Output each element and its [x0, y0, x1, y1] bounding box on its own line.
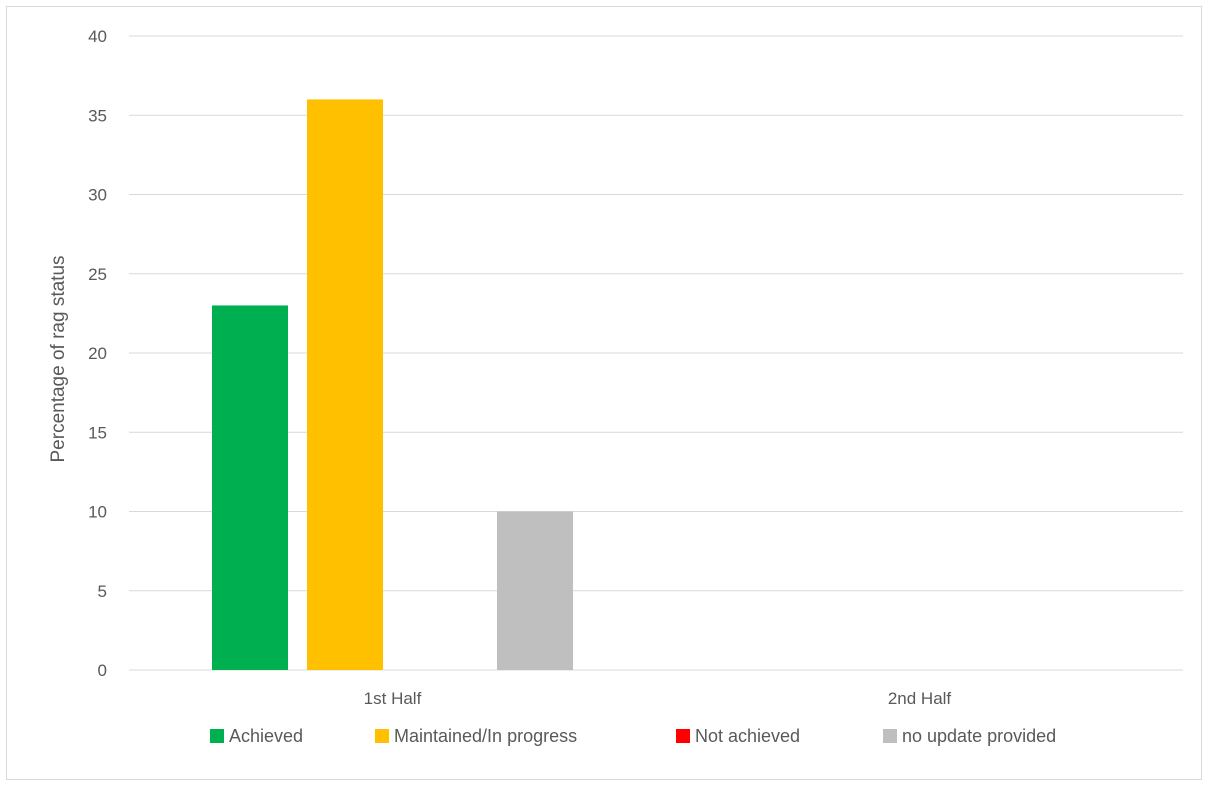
bar [497, 511, 573, 670]
y-tick-label: 35 [88, 106, 107, 125]
bar [212, 305, 288, 670]
bar [307, 99, 383, 670]
y-tick-label: 5 [98, 582, 107, 601]
y-tick-label: 10 [88, 503, 107, 522]
y-tick-label: 40 [88, 27, 107, 46]
y-tick-label: 15 [88, 423, 107, 442]
y-axis-ticks: 0 5 10 15 20 25 30 35 40 [88, 27, 107, 680]
y-tick-label: 20 [88, 344, 107, 363]
legend-label: Achieved [229, 726, 303, 746]
bar-chart: 0 5 10 15 20 25 30 35 40 1st Half 2nd Half Percen… [48, 27, 1183, 746]
chart-frame: 0 5 10 15 20 25 30 35 40 1st Half 2nd Half Percen… [6, 6, 1202, 780]
legend-label: Not achieved [695, 726, 800, 746]
legend: Achieved Maintained/In progress Not achiev… [210, 726, 1056, 746]
legend-label: no update provided [902, 726, 1056, 746]
y-tick-label: 0 [98, 661, 107, 680]
legend-swatch [375, 729, 389, 743]
legend-swatch [883, 729, 897, 743]
legend-label: Maintained/In progress [394, 726, 577, 746]
x-axis-ticks: 1st Half 2nd Half [364, 689, 952, 708]
y-axis-label: Percentage of rag status [48, 255, 69, 462]
y-tick-label: 30 [88, 186, 107, 205]
gridlines [129, 35, 1183, 671]
x-tick-label: 1st Half [364, 689, 422, 708]
legend-swatch [210, 729, 224, 743]
legend-swatch [676, 729, 690, 743]
bars [212, 99, 573, 670]
y-tick-label: 25 [88, 265, 107, 284]
x-tick-label: 2nd Half [888, 689, 952, 708]
